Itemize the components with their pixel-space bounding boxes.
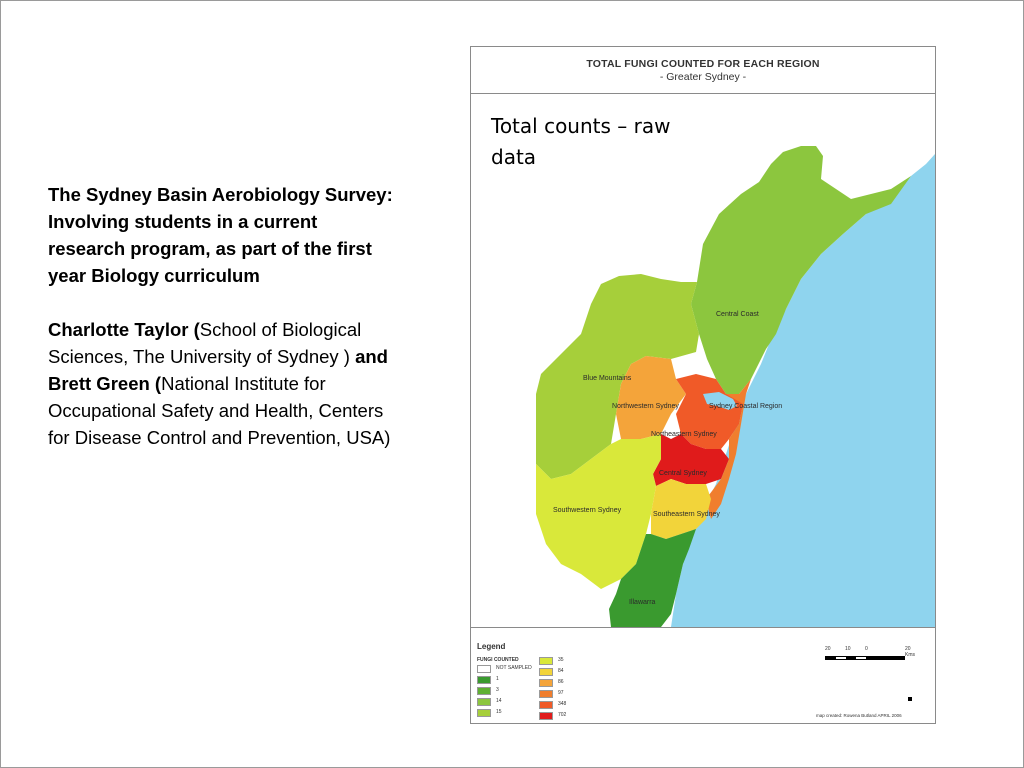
scale-tick-label: 20 Kms	[905, 646, 915, 658]
harbour	[703, 392, 737, 410]
legend-swatch	[477, 665, 491, 673]
scale-tick-label: 20	[825, 646, 831, 652]
scale-tick-label: 0	[865, 646, 868, 652]
scale-labels: 20 10 0 20 Kms	[825, 646, 915, 658]
region-sydney-coastal	[706, 379, 751, 519]
map-legend: Legend FUNGI COUNTED NOT SAMPLED 1 3 14 …	[471, 627, 935, 723]
legend-label: 3	[496, 687, 499, 693]
map-header: TOTAL FUNGI COUNTED FOR EACH REGION - Gr…	[471, 47, 935, 94]
legend-label: 15	[496, 709, 502, 715]
legend-swatch	[539, 712, 553, 720]
scale-bar-graphic	[825, 656, 905, 660]
slide-text: The Sydney Basin Aerobiology Survey: Inv…	[48, 181, 393, 451]
map-title: TOTAL FUNGI COUNTED FOR EACH REGION	[586, 58, 820, 70]
legend-swatch	[539, 679, 553, 687]
slide-subtitle: Involving students in a current research…	[48, 211, 372, 286]
legend-label: NOT SAMPLED	[496, 665, 532, 671]
label-sydney-coastal-region: Sydney Coastal Region	[709, 403, 782, 410]
legend-swatch	[539, 668, 553, 676]
legend-title: Legend	[477, 642, 506, 651]
legend-swatch	[477, 687, 491, 695]
legend-label: 97	[558, 690, 564, 696]
legend-label: 14	[496, 698, 502, 704]
label-central-coast: Central Coast	[716, 311, 759, 318]
label-southwestern-sydney: Southwestern Sydney	[553, 507, 622, 514]
legend-swatch	[477, 676, 491, 684]
label-central-sydney: Central Sydney	[659, 470, 707, 477]
legend-swatch	[539, 701, 553, 709]
map-canvas: Central Coast Blue Mountains Northwester…	[536, 94, 935, 627]
map-annotation: Total counts – raw data	[491, 114, 671, 169]
region-southeastern-sydney	[651, 479, 711, 539]
region-blue-mountains	[536, 274, 699, 479]
legend-label: 1	[496, 676, 499, 682]
legend-swatch	[539, 657, 553, 665]
legend-label: 84	[558, 668, 564, 674]
legend-swatch	[477, 698, 491, 706]
region-northeastern-sydney	[676, 374, 743, 449]
legend-label: 86	[558, 679, 564, 685]
slide-title: The Sydney Basin Aerobiology Survey:	[48, 184, 393, 205]
region-central-coast	[691, 146, 911, 394]
sea	[671, 94, 935, 627]
label-northwestern-sydney: Northwestern Sydney	[612, 403, 679, 410]
author1-affiliation: School of Biological Sciences, The Unive…	[48, 319, 362, 367]
author1-name: Charlotte Taylor (	[48, 319, 200, 340]
label-northeastern-sydney: Northeastern Sydney	[651, 431, 717, 438]
scale-tick-label: 10	[845, 646, 851, 652]
label-illawarra: Illawarra	[629, 599, 656, 606]
region-illawarra	[609, 529, 696, 627]
legend-swatch	[477, 709, 491, 717]
authors-paragraph: Charlotte Taylor (School of Biological S…	[48, 316, 393, 451]
author2-affiliation: National Institute for Occupational Safe…	[48, 373, 391, 448]
region-northwestern-sydney	[616, 356, 686, 439]
region-southwestern-sydney	[536, 434, 661, 589]
legend-swatch	[539, 690, 553, 698]
author2-name: and Brett Green (	[48, 346, 388, 394]
legend-label: 348	[558, 701, 567, 707]
scale-bar: 20 10 0 20 Kms	[825, 646, 915, 660]
map-figure: TOTAL FUNGI COUNTED FOR EACH REGION - Gr…	[470, 46, 936, 724]
legend-label: 35	[558, 657, 564, 663]
map-credit: map created: Rowena Butland APRIL 2006	[816, 713, 902, 718]
legend-label: 702	[558, 712, 567, 718]
label-southeastern-sydney: Southeastern Sydney	[653, 511, 720, 518]
north-arrow-icon	[908, 697, 912, 701]
map-subtitle: - Greater Sydney -	[659, 71, 747, 83]
legend-subtitle: FUNGI COUNTED	[477, 657, 519, 663]
label-blue-mountains: Blue Mountains	[583, 375, 632, 382]
region-central-sydney	[653, 434, 729, 486]
